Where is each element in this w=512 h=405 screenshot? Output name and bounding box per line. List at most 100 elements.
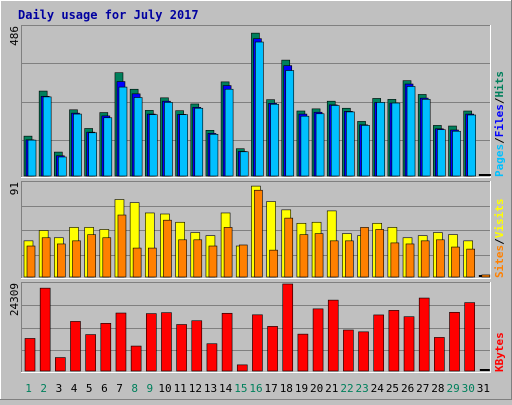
legend-separator: / — [493, 97, 506, 104]
x-tick-label-day-24: 24 — [371, 382, 385, 395]
bar-sites-day-27 — [420, 240, 430, 278]
y-max-label-kbytes: 24309 — [8, 283, 21, 316]
bar-kbytes-day-10 — [161, 312, 172, 372]
x-tick-label-day-2: 2 — [40, 382, 47, 395]
x-tick-label-day-11: 11 — [174, 382, 187, 395]
bar-pages-day-5 — [88, 132, 97, 177]
x-tick-label-day-7: 7 — [116, 382, 123, 395]
bar-sites-day-8 — [132, 247, 142, 278]
bar-pages-day-25 — [391, 102, 401, 177]
x-tick-label-day-27: 27 — [416, 382, 429, 395]
bar-pages-day-23 — [361, 125, 370, 177]
bar-kbytes-day-30 — [464, 302, 475, 372]
bar-sites-day-11 — [178, 239, 187, 278]
bar-kbytes-day-2 — [39, 287, 51, 372]
x-tick-label-day-19: 19 — [295, 382, 308, 395]
bar-pages-day-1 — [27, 139, 37, 177]
x-tick-label-day-23: 23 — [356, 382, 369, 395]
bar-sites-day-7 — [117, 214, 127, 278]
bar-sites-day-16 — [254, 189, 263, 278]
bar-sites-day-18 — [284, 217, 294, 278]
bar-sites-day-28 — [436, 239, 445, 278]
bar-pages-day-18 — [285, 70, 295, 177]
bar-sites-day-22 — [345, 240, 354, 278]
bar-pages-day-28 — [437, 129, 446, 177]
x-tick-label-day-13: 13 — [204, 382, 217, 395]
legend-entry-sites: Sites — [493, 245, 506, 278]
bar-pages-day-15 — [239, 151, 249, 177]
x-tick-label-day-29: 29 — [446, 382, 459, 395]
bar-kbytes-day-26 — [403, 316, 415, 372]
bar-kbytes-day-23 — [358, 331, 369, 372]
bar-pages-day-20 — [315, 113, 325, 177]
bar-pages-day-30 — [467, 114, 476, 177]
bar-sites-day-31 — [481, 274, 491, 278]
x-tick-label-day-16: 16 — [249, 382, 262, 395]
legend-entry-pages: Pages — [493, 144, 506, 177]
bar-sites-day-17 — [269, 249, 278, 278]
bar-kbytes-day-4 — [70, 321, 81, 372]
bar-kbytes-day-21 — [327, 299, 339, 372]
bar-pages-day-8 — [133, 97, 143, 177]
bar-pages-day-24 — [376, 102, 386, 177]
bar-sites-day-1 — [26, 245, 36, 278]
x-tick-label-day-12: 12 — [189, 382, 202, 395]
bar-kbytes-day-16 — [252, 314, 263, 372]
bar-pages-day-12 — [194, 107, 204, 177]
bar-sites-day-25 — [390, 242, 400, 278]
bar-kbytes-day-1 — [24, 338, 36, 372]
bar-pages-day-17 — [270, 103, 279, 177]
x-tick-label-day-28: 28 — [431, 382, 444, 395]
bar-kbytes-day-22 — [343, 329, 354, 372]
bar-pages-day-27 — [421, 99, 431, 177]
bar-sites-day-5 — [87, 234, 96, 278]
panel-layer — [21, 25, 491, 373]
bar-kbytes-day-31 — [479, 369, 490, 371]
bar-kbytes-day-8 — [130, 345, 142, 372]
bar-pages-day-29 — [452, 130, 461, 177]
x-tick-label-day-15: 15 — [234, 382, 247, 395]
x-tick-label-layer: 1 2 3 4 5 6 7 8 9 10 11 12 13 14 15 16 17 18 19 20 21 22 23 24 2… — [25, 382, 490, 395]
bar-pages-day-2 — [42, 96, 52, 177]
bar-sites-day-3 — [57, 243, 66, 278]
x-tick-label-day-9: 9 — [147, 382, 154, 395]
x-tick-label-day-22: 22 — [340, 382, 353, 395]
bar-kbytes-day-19 — [297, 333, 309, 372]
legend-separator: / — [493, 137, 506, 144]
bar-kbytes-day-14 — [221, 312, 233, 372]
bar-sites-day-4 — [72, 240, 81, 278]
bar-pages-day-11 — [179, 114, 188, 177]
bar-kbytes-day-24 — [373, 314, 385, 372]
bar-pages-day-21 — [330, 105, 340, 177]
y-max-label-layer: 486 91 24309 — [8, 26, 21, 316]
bar-sites-day-14 — [223, 227, 233, 278]
x-tick-label-day-25: 25 — [386, 382, 399, 395]
bar-kbytes-day-6 — [100, 323, 112, 372]
bar-kbytes-day-18 — [282, 283, 294, 372]
y-max-label-hits-files-pages: 486 — [8, 26, 21, 46]
legend-entry-files: Files — [493, 104, 506, 137]
bar-pages-day-13 — [209, 134, 219, 177]
bar-kbytes-day-15 — [236, 364, 248, 372]
bar-kbytes-day-20 — [312, 308, 324, 372]
bar-pages-day-7 — [118, 86, 128, 177]
x-tick-label-day-26: 26 — [401, 382, 414, 395]
x-tick-label-day-21: 21 — [325, 382, 338, 395]
x-tick-label-day-6: 6 — [101, 382, 108, 395]
bar-kbytes-day-13 — [206, 343, 218, 372]
bar-pages-day-10 — [164, 102, 173, 177]
legend-visits-sites: Sites/Visits — [493, 199, 506, 279]
x-tick-label-day-1: 1 — [25, 382, 32, 395]
bar-sites-day-24 — [375, 229, 385, 278]
bar-sites-day-2 — [41, 237, 51, 278]
bar-pages-day-9 — [148, 114, 158, 177]
x-tick-label-day-10: 10 — [158, 382, 171, 395]
bar-sites-day-19 — [299, 234, 309, 278]
bar-sites-day-10 — [163, 219, 172, 278]
bar-pages-day-4 — [73, 113, 82, 177]
bar-sites-day-30 — [466, 248, 475, 278]
bar-sites-day-15 — [238, 244, 248, 278]
x-tick-label-day-30: 30 — [462, 382, 475, 395]
